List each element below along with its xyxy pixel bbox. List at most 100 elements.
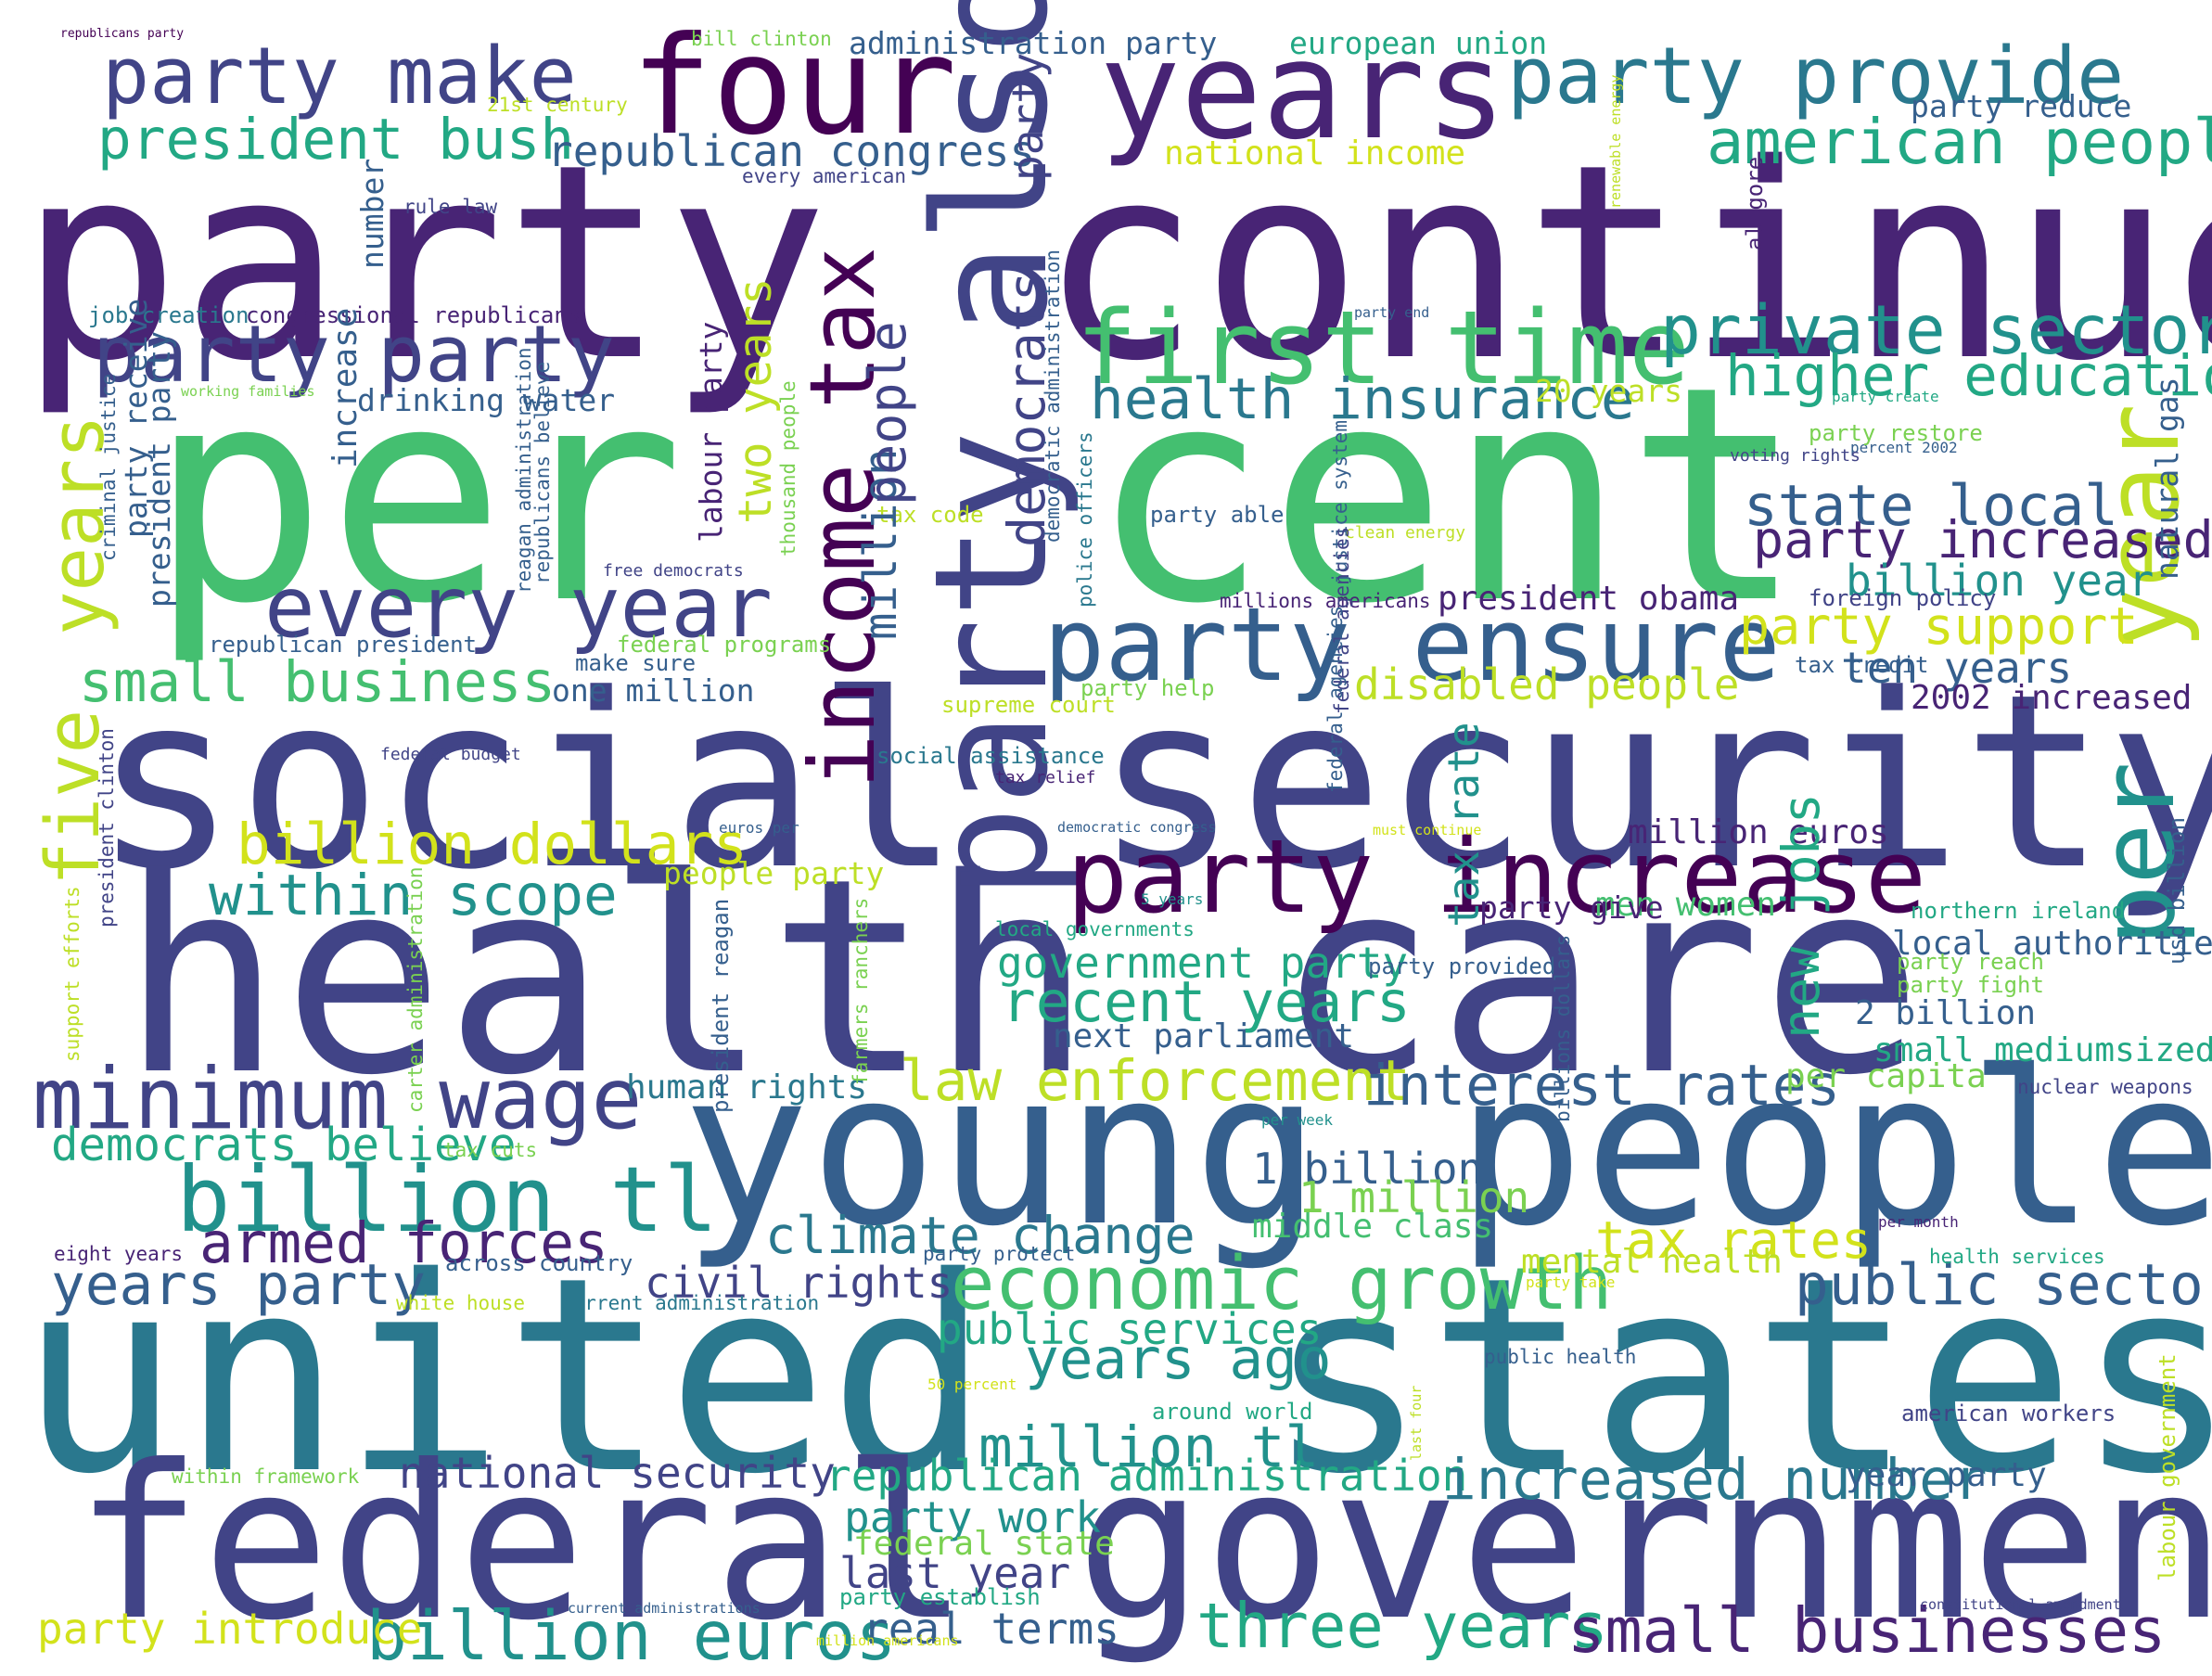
word-billion-dollars: billion dollars <box>237 812 748 877</box>
word-years-party: years party <box>51 1252 426 1318</box>
word-support-efforts-vertical: support efforts <box>61 886 83 1062</box>
word-20-years: 20 years <box>1535 373 1682 409</box>
word-new-jobs-vertical: new jobs <box>1771 793 1831 1039</box>
word-party-large: party <box>19 108 828 420</box>
word-party-take: party take <box>1526 1273 1616 1291</box>
word-drinking-water: drinking water <box>357 382 616 418</box>
word-party-introduce: party introduce <box>37 1604 423 1654</box>
word-million-americans: million americans <box>816 1632 959 1649</box>
word-natural-gas-vertical: natural gas <box>2149 377 2185 580</box>
word-one-million: one million <box>552 672 755 709</box>
word-must-continue: must continue <box>1373 822 1482 838</box>
word-party-protect: party protect <box>923 1243 1076 1265</box>
word-current-administration: current administration <box>561 1292 820 1314</box>
word-last-year: last year <box>839 1548 1071 1598</box>
word-president-clinton-vertical: president clinton <box>96 728 118 928</box>
word-health-services: health services <box>1929 1246 2105 1268</box>
word-2002-increased: 2002 increased <box>1911 679 2193 717</box>
word-renewable-energy-vertical: renewable energy <box>1607 74 1624 210</box>
word-usd-billion-vertical: usd billion <box>2164 817 2190 965</box>
word-year-party: year party <box>1846 1456 2047 1494</box>
word-party-vertical-mid: party <box>1003 52 1053 181</box>
word-four: four <box>631 7 957 165</box>
word-administration-party: administration party <box>849 25 1218 61</box>
word-tax-rates: tax rates <box>1595 1210 1873 1270</box>
word-party-work: party work <box>844 1492 1101 1542</box>
word-federal-vertical: federal agencies <box>1324 605 1347 793</box>
word-percent-2002: percent 2002 <box>1850 439 1958 456</box>
word-labour-government-vertical: labour government <box>2154 1353 2180 1581</box>
word-local-authorities: local authorities <box>1892 925 2212 963</box>
word-1-billion: 1 billion <box>1252 1144 1484 1194</box>
word-republican-congress: republican congress <box>547 126 1036 176</box>
word-federal-budget: federal budget <box>380 745 521 764</box>
word-party-support: party support <box>1739 596 2139 656</box>
word-clean-energy: clean energy <box>1345 523 1466 543</box>
word-labour-party-vertical: labour party <box>693 321 729 543</box>
word-tax-cuts: tax cuts <box>443 1139 538 1161</box>
word-small-business: small business <box>79 649 556 715</box>
word-party-restore: party restore <box>1809 420 1983 446</box>
word-billion-euros: billion euros <box>366 1597 897 1676</box>
word-disabled-people: disabled people <box>1354 659 1740 710</box>
word-per-large: per <box>148 324 684 669</box>
word-tax-relief: tax relief <box>995 768 1096 787</box>
word-last-four-vertical: last four <box>1408 1385 1425 1461</box>
word-party-make: party make <box>102 31 577 122</box>
word-states: states <box>1266 1221 2212 1533</box>
word-2-billion: 2 billion <box>1855 994 2037 1032</box>
word-party-able: party able <box>1150 502 1285 528</box>
word-free-democrats: free democrats <box>603 561 744 581</box>
word-billions-dollars-vertical: billions dollars <box>1552 934 1574 1122</box>
word-people-vertical: people <box>858 321 917 505</box>
word-per-capita: per capita <box>1785 1057 1987 1095</box>
word-thousand-people-vertical: thousand people <box>777 380 799 557</box>
word-tax-rate-vertical: tax rate <box>1438 722 1489 928</box>
word-government: government <box>1076 1420 2212 1668</box>
word-american-workers: american workers <box>1901 1401 2116 1427</box>
word-small-mediumsized: small mediumsized <box>1873 1031 2212 1069</box>
word-higher-education: higher education <box>1725 343 2212 409</box>
word-current-administrations: current administrations <box>568 1600 761 1617</box>
word-recent-years: recent years <box>1002 969 1411 1035</box>
word-every-american: every american <box>742 165 907 187</box>
word-civil-rights: civil rights <box>645 1258 953 1308</box>
word-ten-years: ten years <box>1841 643 2073 693</box>
word-billion-tl: billion tl <box>176 1147 718 1252</box>
word-party-increase: party increase <box>1067 817 1927 936</box>
word-carter-administration-vertical: carter administration <box>404 866 427 1113</box>
word-across-country: across country <box>445 1250 633 1276</box>
word-number-vertical: number <box>354 158 390 269</box>
word-men-women: men women <box>1595 886 1777 924</box>
word-party-ensure: party ensure <box>1043 585 1781 704</box>
word-republican-administration: republican administration <box>825 1451 1468 1501</box>
word-foreign-policy: foreign policy <box>1809 585 1997 611</box>
word-federal-programs: federal programs <box>617 632 832 658</box>
word-next-parliament: next parliament <box>1053 1017 1355 1055</box>
word-public-services: public services <box>937 1304 1323 1354</box>
word-private-sector: private sector <box>1660 291 2212 370</box>
word-bill-clinton: bill clinton <box>691 28 832 50</box>
word-per-week: per week <box>1261 1111 1334 1129</box>
word-climate-change: climate change <box>765 1206 1196 1265</box>
word-real-terms: real terms <box>863 1604 1119 1654</box>
word-police-officers-vertical: police officers <box>1074 431 1096 608</box>
word-party-help: party help <box>1080 675 1215 701</box>
word-cent: cent <box>1090 324 1805 669</box>
word-republican-president: republican president <box>209 632 477 658</box>
word-republicans-party: republicans party <box>60 27 185 41</box>
word-human-rights: human rights <box>626 1068 868 1107</box>
word-job-creation: job creation <box>88 302 249 328</box>
word-mental-health: mental health <box>1521 1243 1783 1281</box>
word-small-businesses: small businesses <box>1567 1594 2167 1667</box>
word-federal: federal <box>74 1420 970 1668</box>
word-american-people: american people <box>1707 106 2212 178</box>
word-tax-code: tax code <box>876 502 984 528</box>
word-per-month: per month <box>1878 1213 1959 1231</box>
word-tax-credit: tax credit <box>1795 652 1929 678</box>
word-around-world: around world <box>1152 1399 1313 1425</box>
word-president-obama: president obama <box>1438 580 1740 618</box>
word-three-years: three years <box>1196 1590 1608 1662</box>
word-health-insurance: health insurance <box>1090 366 1635 432</box>
word-billion-year: billion year <box>1846 556 2154 606</box>
